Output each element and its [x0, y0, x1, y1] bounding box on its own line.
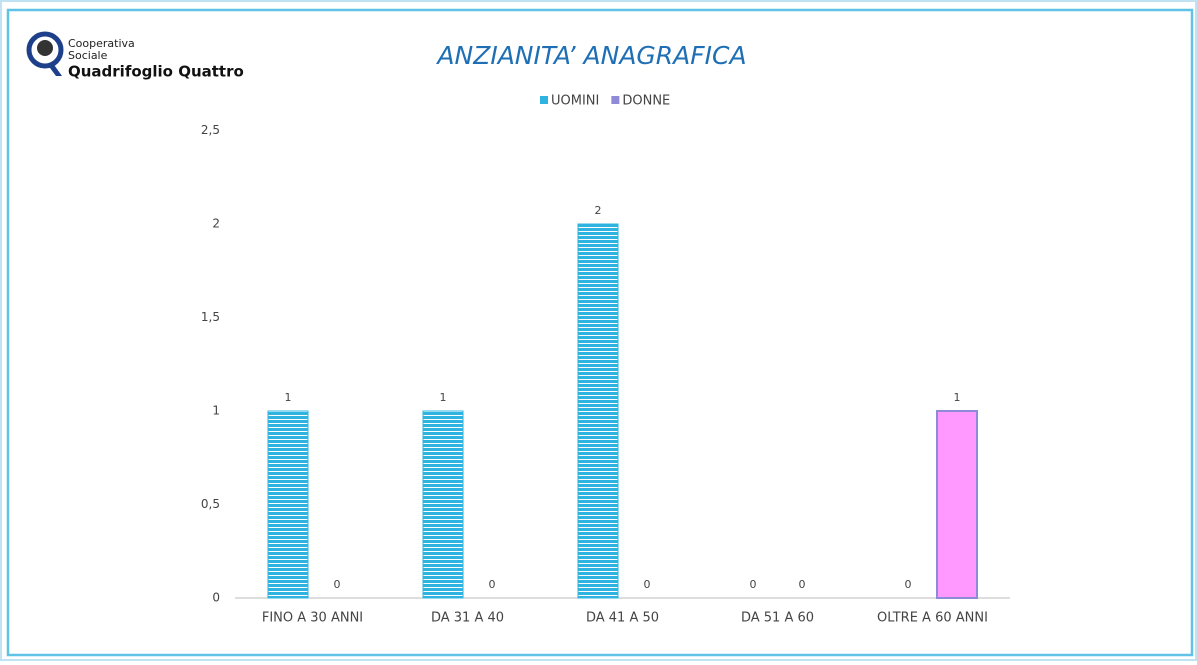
logo-name: Quadrifoglio Quattro	[68, 63, 244, 81]
logo: Cooperativa Sociale Quadrifoglio Quattro	[26, 31, 244, 81]
bar	[936, 410, 978, 599]
x-tick-label: DA 41 A 50	[586, 611, 659, 626]
x-tick-label: OLTRE A 60 ANNI	[877, 611, 988, 626]
y-tick-label: 1,5	[201, 310, 220, 324]
x-tick-label: DA 51 A 60	[741, 611, 814, 626]
data-label: 0	[750, 578, 757, 591]
y-tick-label: 2	[212, 217, 220, 231]
y-tick-label: 1	[212, 404, 220, 418]
legend-swatch	[611, 96, 620, 104]
logo-face	[37, 40, 53, 56]
data-label: 1	[285, 391, 292, 404]
data-label: 0	[799, 578, 806, 591]
data-label: 1	[954, 391, 961, 404]
x-tick-label: FINO A 30 ANNI	[262, 611, 363, 626]
legend-label: UOMINI	[551, 94, 599, 109]
logo-tail	[47, 62, 62, 76]
y-tick-label: 0,5	[201, 497, 220, 511]
data-label: 0	[489, 578, 496, 591]
bar	[267, 410, 309, 599]
bar	[422, 410, 464, 599]
bar	[577, 223, 619, 599]
y-tick-label: 2,5	[201, 123, 220, 137]
data-label: 1	[440, 391, 447, 404]
data-label: 2	[595, 204, 602, 217]
data-label: 0	[334, 578, 341, 591]
data-label: 0	[905, 578, 912, 591]
data-label: 0	[644, 578, 651, 591]
logo-line1: Cooperativa	[68, 37, 135, 50]
x-tick-label: DA 31 A 40	[431, 611, 504, 626]
legend-swatch	[540, 96, 548, 104]
frame	[6, 8, 1194, 657]
y-tick-label: 0	[212, 591, 220, 605]
chart-title: ANZIANITA’ ANAGRAFICA	[435, 41, 746, 70]
logo-line2: Sociale	[68, 49, 108, 62]
legend-label: DONNE	[622, 94, 670, 109]
